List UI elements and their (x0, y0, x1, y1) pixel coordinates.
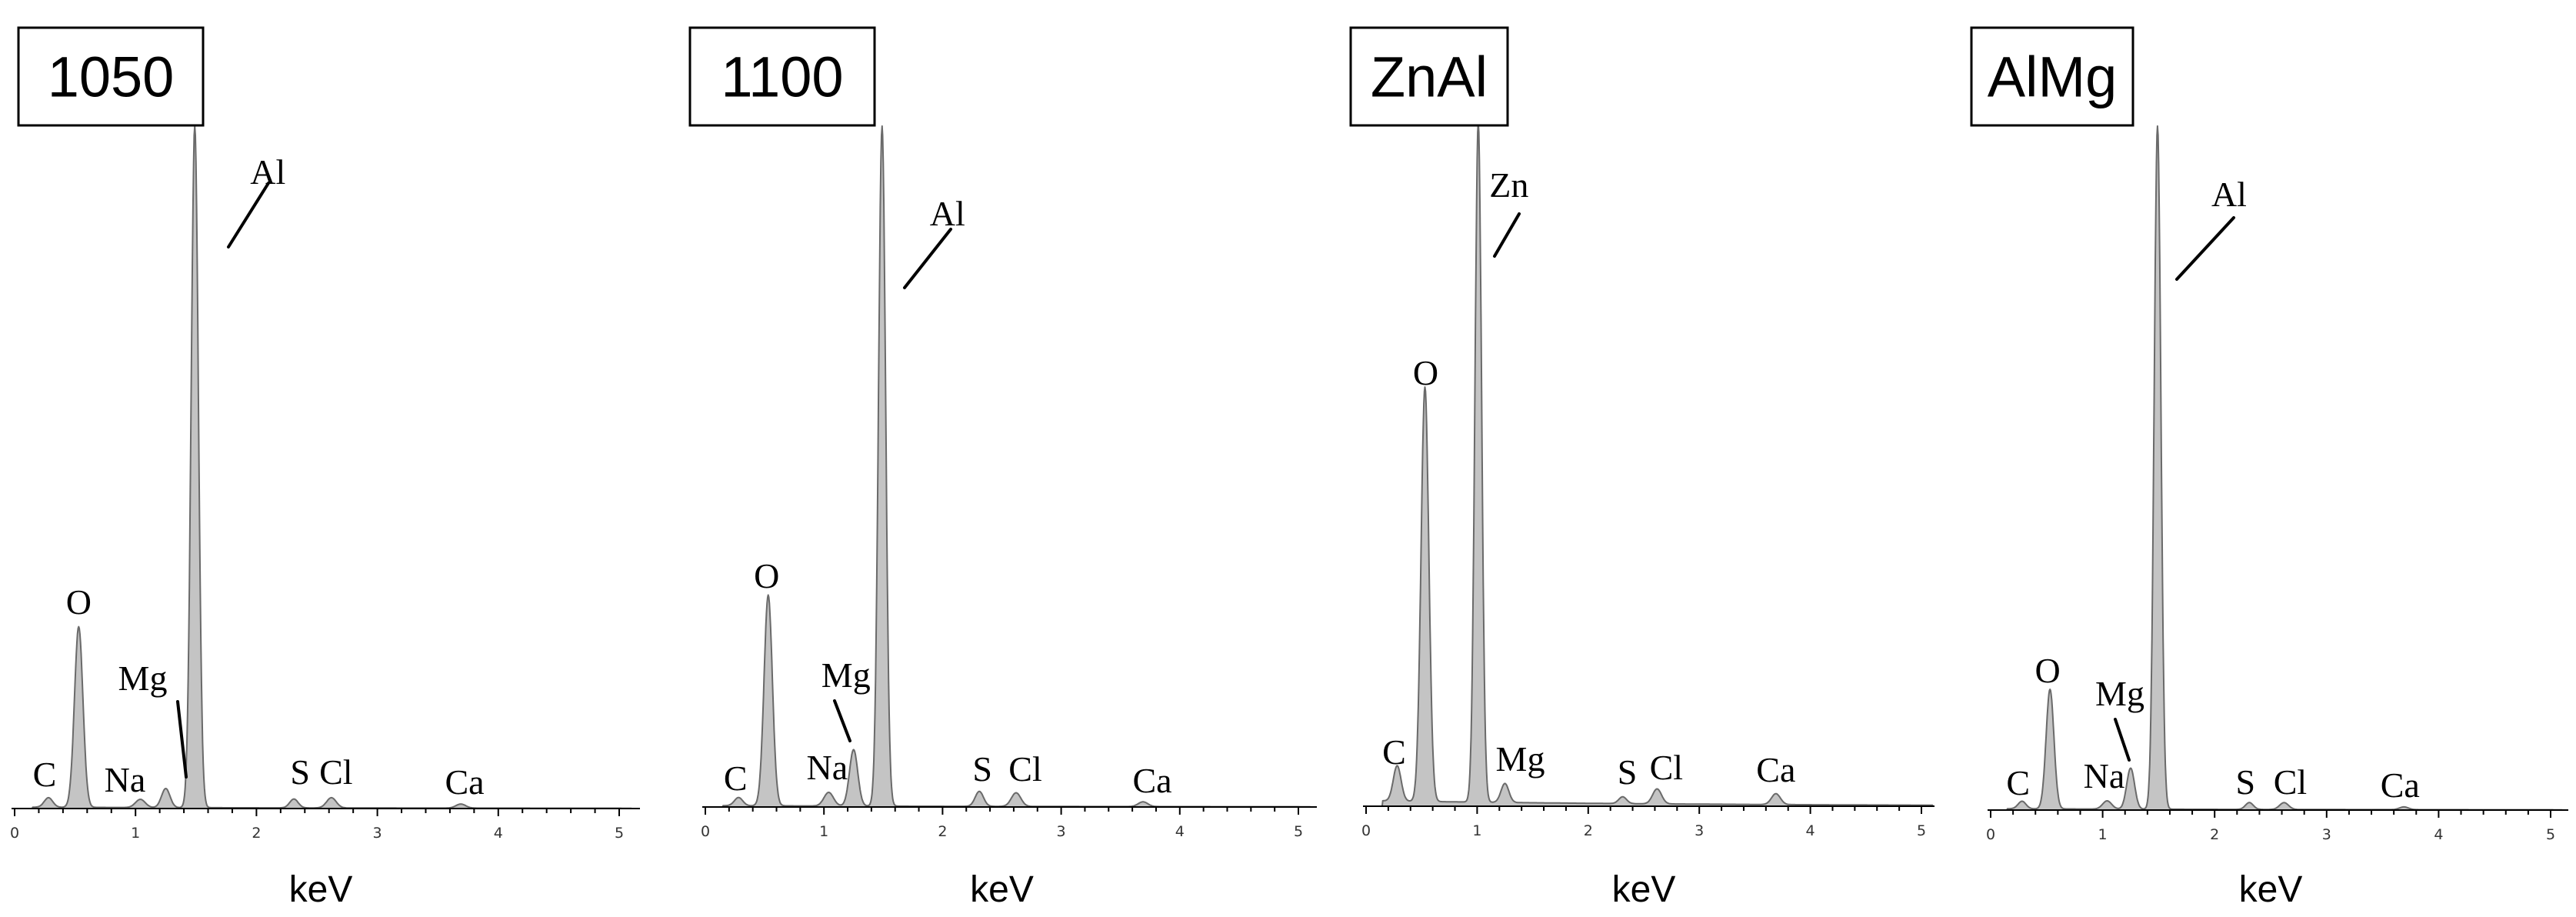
peak-label-ca: Ca (1132, 761, 1171, 800)
peak-leader-line (2175, 216, 2235, 281)
sample-title: AlMg (1988, 45, 2118, 109)
peak-leader-line (2114, 718, 2131, 762)
x-axis-title: keV (2239, 869, 2303, 910)
peak-label-ca: Ca (2381, 765, 2420, 805)
x-tick-label: 5 (1294, 823, 1303, 840)
peak-label-cl: Cl (2274, 762, 2307, 802)
x-tick-label: 5 (1917, 822, 1926, 839)
peak-label-al: Al (2211, 175, 2247, 214)
peak-label-mg: Mg (2095, 674, 2144, 713)
x-tick-label: 3 (1057, 823, 1066, 840)
peak-label-cl: Cl (1008, 749, 1041, 789)
x-axis-title: keV (970, 869, 1034, 910)
sample-title: 1100 (721, 45, 843, 109)
peak-label-c: C (1382, 732, 1406, 772)
x-tick-label: 1 (1472, 822, 1481, 839)
peak-label-o: O (754, 556, 779, 595)
sample-title: 1050 (48, 45, 175, 109)
x-tick-label: 4 (2434, 826, 2443, 843)
x-tick-label: 0 (10, 825, 19, 842)
peak-label-zn: Zn (1489, 165, 1528, 205)
peak-label-s: S (290, 752, 310, 792)
peak-label-na: Na (105, 760, 146, 799)
peak-label-s: S (2236, 762, 2256, 802)
peak-label-o: O (2035, 651, 2061, 690)
x-tick-label: 2 (1584, 822, 1593, 839)
peak-label-cl: Cl (1650, 748, 1683, 787)
spectrum-panel-almg: 0 1 2 3 4 5 keV AlMg C O Na Mg Al S Cl Ca (1970, 26, 2568, 910)
peak-label-s: S (972, 749, 992, 789)
peak-label-c: C (33, 755, 57, 794)
spectrum-trace (1995, 125, 2563, 811)
peak-leader-line (227, 182, 270, 248)
x-tick-label: 1 (2098, 826, 2108, 843)
peak-leader-line (1493, 212, 1521, 258)
peak-label-ca: Ca (1756, 750, 1795, 789)
x-tick-label: 1 (131, 825, 140, 842)
x-axis-title: keV (1612, 869, 1676, 910)
peak-label-o: O (1413, 353, 1438, 392)
spectrum-trace (710, 125, 1311, 808)
x-tick-label: 5 (615, 825, 624, 842)
x-tick-label: 2 (2210, 826, 2219, 843)
peak-label-s: S (1618, 752, 1638, 792)
sample-title-box (17, 26, 205, 127)
peak-leader-line (176, 700, 188, 779)
x-tick-label: 0 (1986, 826, 1995, 843)
x-axis-title: keV (289, 869, 353, 910)
spectrum-trace (19, 125, 632, 809)
peak-label-na: Na (807, 748, 848, 787)
peak-label-c: C (724, 759, 748, 798)
x-tick-label: 4 (494, 825, 503, 842)
spectrum-panel-znal: 0 1 2 3 4 5 keV ZnAl C O Zn Mg S Cl Ca (1349, 26, 1934, 910)
x-tick-label: 5 (2546, 826, 2555, 843)
spectrum-panel-1100: 0 1 2 3 4 5 keV 1100 C O Na Mg Al S Cl Ca (688, 26, 1317, 910)
peak-label-cl: Cl (319, 752, 352, 792)
x-tick-label: 1 (819, 823, 828, 840)
peak-label-ca: Ca (445, 762, 485, 802)
x-tick-label: 2 (252, 825, 261, 842)
x-tick-label: 2 (938, 823, 947, 840)
peak-leader-line (903, 228, 952, 289)
x-tick-label: 4 (1806, 822, 1815, 839)
peak-label-al: Al (930, 194, 965, 233)
sample-title: ZnAl (1371, 45, 1488, 109)
peak-label-mg: Mg (1496, 739, 1545, 779)
sample-title-box (1970, 26, 2134, 127)
peak-label-mg: Mg (118, 659, 168, 698)
peak-label-c: C (2006, 763, 2030, 802)
peak-label-na: Na (2084, 756, 2125, 795)
spectrum-trace (1371, 122, 1934, 807)
x-tick-label: 3 (2322, 826, 2331, 843)
x-tick-label: 3 (1695, 822, 1704, 839)
sample-title-box (1349, 26, 1509, 127)
peak-leader-line (833, 699, 851, 742)
sample-title-box (688, 26, 876, 127)
x-tick-label: 4 (1175, 823, 1185, 840)
peak-label-mg: Mg (821, 655, 871, 695)
x-tick-label: 0 (701, 823, 710, 840)
x-tick-label: 0 (1361, 822, 1371, 839)
peak-label-o: O (66, 582, 92, 622)
x-tick-label: 3 (373, 825, 382, 842)
